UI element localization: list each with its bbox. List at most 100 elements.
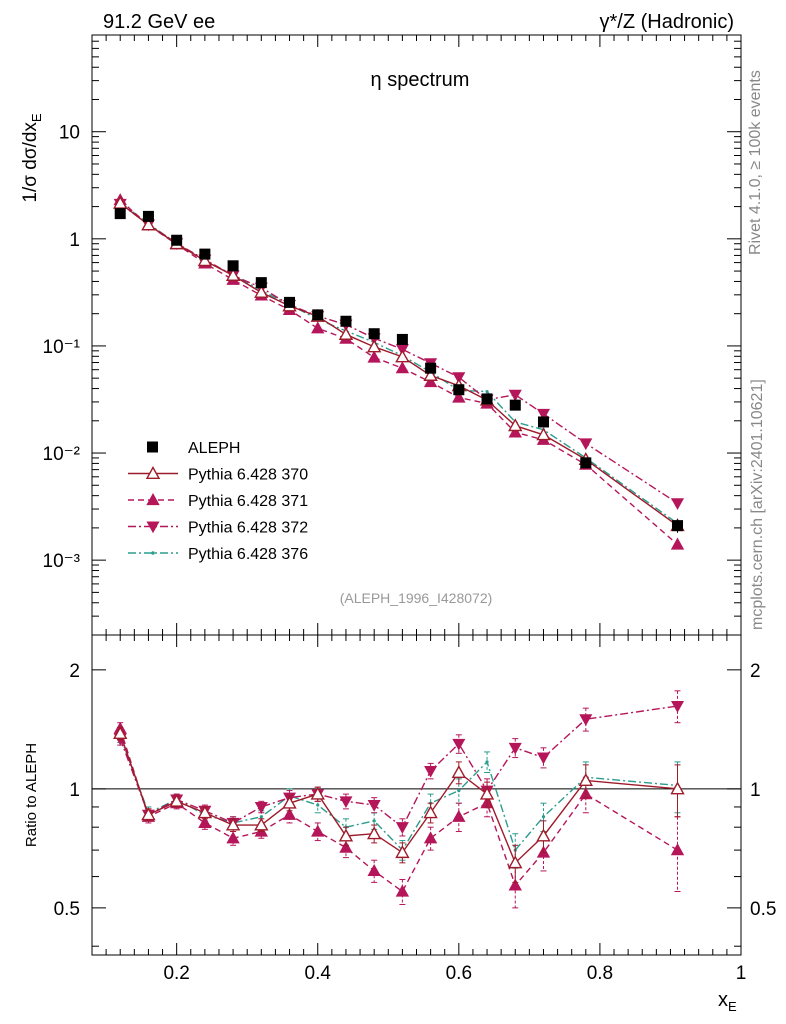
main-series-layer: [113, 193, 685, 550]
side-version-group: Rivet 4.1.0, ≥ 100k events: [747, 70, 764, 255]
ratio-series-layer: [113, 690, 685, 909]
aleph-point: [171, 234, 183, 246]
y-tick-label: 10⁻³: [43, 551, 81, 572]
ratio-point-372: [367, 800, 381, 812]
ratio-y-tick-label-left: 0.5: [54, 899, 80, 920]
aleph-point: [114, 208, 126, 220]
aleph-point: [368, 328, 380, 340]
ratio-point-371: [395, 884, 410, 897]
x-tick-label: 0.6: [446, 963, 472, 984]
main-y-tick-labels: 10 1 10⁻¹ 10⁻² 10⁻³: [43, 123, 81, 572]
ratio-line-1: [119, 728, 678, 893]
point-372: [670, 498, 685, 510]
header-right: γ*/Z (Hadronic): [600, 11, 734, 33]
header-left: 91.2 GeV ee: [103, 11, 215, 33]
legend-marker-371: [146, 493, 160, 506]
ratio-point-372: [508, 742, 522, 755]
series-line-2: [119, 199, 678, 546]
side-source: mcplots.cern.ch [arXiv:2401.10621]: [749, 379, 766, 630]
ratio-y-tick-labels: 2 2 1 1 0.5 0.5: [54, 661, 777, 920]
ratio-point-372: [670, 701, 685, 713]
ratio-point-370: [670, 781, 685, 795]
ratio-point-370: [282, 795, 297, 809]
point-371: [508, 425, 522, 438]
point-370: [141, 217, 156, 231]
legend-marker-372: [146, 521, 160, 534]
ratio-line-3: [119, 735, 678, 852]
y-tick-label: 10: [59, 123, 80, 144]
ratio-point-370: [254, 817, 269, 831]
point-372: [452, 372, 466, 384]
analysis-id: (ALEPH_1996_I428072): [340, 590, 493, 606]
legend-label-0: ALEPH: [188, 440, 240, 457]
ratio-y-tick-label-right: 0.5: [750, 899, 776, 920]
aleph-point: [537, 416, 549, 428]
point-372: [536, 408, 550, 421]
point-371: [423, 375, 438, 388]
aleph-point: [396, 333, 408, 345]
y-axis-label: 1/σ dσ/dxE: [20, 113, 44, 203]
ratio-point-371: [367, 864, 381, 877]
point-370: [225, 268, 241, 281]
ratio-point-371: [670, 843, 685, 856]
ratio-point-371: [508, 878, 522, 891]
chart-title: η spectrum: [371, 69, 470, 91]
x-tick-label: 0.8: [587, 963, 613, 984]
main-axis-ticks: [91, 34, 742, 636]
aleph-point: [312, 309, 324, 321]
point-372: [579, 438, 593, 451]
ratio-line-2: [119, 705, 678, 829]
ratio-y-tick-label-left: 2: [69, 661, 80, 682]
point-371: [367, 350, 381, 363]
ratio-point-370: [451, 765, 467, 778]
point-370: [113, 195, 128, 209]
aleph-point: [453, 384, 465, 396]
legend-label-3: Pythia 6.428 372: [188, 520, 308, 537]
aleph-point: [340, 315, 352, 327]
main-panel-frame: [91, 34, 742, 636]
ratio-point-370: [141, 807, 156, 821]
ratio-point-372: [536, 752, 550, 765]
svg-text:1/σ dσ/dxE: 1/σ dσ/dxE: [20, 113, 44, 203]
ratio-point-371: [198, 815, 212, 829]
ratio-point-372: [452, 738, 466, 751]
aleph-point: [199, 248, 211, 260]
ratio-point-371: [452, 809, 466, 822]
legend-label-4: Pythia 6.428 376: [188, 546, 308, 563]
ratio-point-370: [197, 805, 213, 819]
legend-label-2: Pythia 6.428 371: [188, 493, 308, 510]
ratio-point-370: [338, 828, 354, 842]
ratio-point-376: [372, 819, 376, 823]
point-370: [423, 368, 438, 381]
ratio-point-372: [424, 765, 438, 778]
ratio-point-370: [479, 786, 495, 800]
ratio-point-370: [508, 855, 523, 869]
point-370: [395, 349, 410, 363]
aleph-point: [142, 210, 154, 222]
ratio-y-label: Ratio to ALEPH: [23, 743, 40, 847]
ratio-point-370: [113, 726, 128, 740]
ratio-point-370: [169, 793, 184, 807]
ratio-point-370: [310, 786, 325, 800]
ratio-point-370: [225, 817, 241, 831]
legend-marker-aleph: [147, 441, 158, 453]
ratio-point-370: [366, 826, 382, 840]
point-371: [395, 361, 410, 374]
point-371: [670, 537, 685, 550]
x-tick-labels: 0.2 0.4 0.6 0.8 1: [163, 963, 746, 984]
ratio-point-372: [395, 822, 409, 834]
point-370: [254, 284, 269, 298]
ratio-point-376: [259, 815, 263, 819]
point-370: [536, 427, 551, 441]
x-axis-label: xE: [718, 989, 737, 1014]
ratio-axis-ticks: [91, 635, 742, 955]
point-371: [311, 321, 325, 334]
legend-label-1: Pythia 6.428 370: [188, 467, 308, 484]
ratio-line-0: [119, 733, 678, 865]
point-370: [366, 339, 382, 353]
ratio-y-tick-label-right: 2: [750, 661, 761, 682]
aleph-point: [580, 457, 592, 469]
ratio-point-370: [395, 845, 410, 859]
ratio-y-label-group: Ratio to ALEPH: [23, 743, 40, 847]
